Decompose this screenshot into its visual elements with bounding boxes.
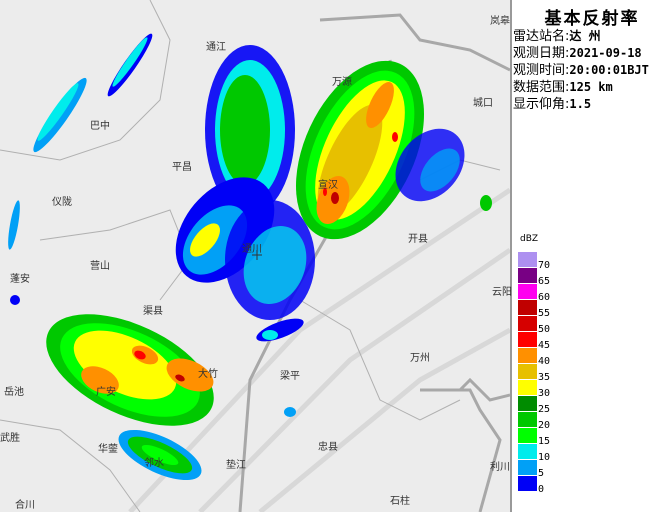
legend-label: 30 xyxy=(538,388,551,399)
place-label: 合川 xyxy=(15,500,35,511)
legend-label: 70 xyxy=(538,260,551,271)
info-value: 125 km xyxy=(569,80,613,94)
place-label: 大竹 xyxy=(198,369,218,380)
legend-swatch xyxy=(518,300,537,315)
legend-swatch xyxy=(518,284,537,299)
info-row: 显示仰角:1.5 xyxy=(513,96,591,113)
echo-cell xyxy=(134,350,146,360)
product-title: 基本反射率 xyxy=(544,9,640,29)
info-row: 观测日期:2021-09-18 xyxy=(513,45,642,62)
echo-cell xyxy=(284,407,296,417)
info-label: 雷达站名: xyxy=(513,29,570,44)
legend-swatch xyxy=(518,364,537,379)
legend-swatch xyxy=(518,380,537,395)
place-label: 开县 xyxy=(408,234,428,245)
place-label: 广安 xyxy=(96,387,116,398)
legend-swatch xyxy=(518,316,537,331)
legend-unit: dBZ xyxy=(520,234,539,244)
echo-cell xyxy=(8,200,20,250)
legend-swatch xyxy=(518,444,537,459)
info-label: 观测日期: xyxy=(513,46,570,61)
boundaries xyxy=(0,0,501,512)
place-label: 石柱 xyxy=(390,496,410,507)
place-label: 仪陇 xyxy=(52,197,72,208)
place-label: 华蓥 xyxy=(98,444,118,455)
echo-cell xyxy=(190,223,220,257)
info-value: 2021-09-18 xyxy=(569,46,642,60)
place-label: 巴中 xyxy=(90,121,110,132)
echo-cell xyxy=(112,37,148,87)
info-value: 达 州 xyxy=(569,29,601,43)
legend-swatch xyxy=(518,476,537,491)
echo-cell xyxy=(81,366,119,394)
info-label: 观测时间: xyxy=(513,63,570,78)
legend-swatch xyxy=(518,348,537,363)
legend-swatch xyxy=(518,268,537,283)
legend-swatch xyxy=(518,428,537,443)
echo-cell xyxy=(366,81,394,129)
legend-swatch xyxy=(518,460,537,475)
place-label: 武胜 xyxy=(0,433,20,444)
place-label: 营山 xyxy=(90,261,110,272)
place-label: 万州 xyxy=(410,353,430,364)
place-label: 万源 xyxy=(332,77,352,88)
legend-label: 10 xyxy=(538,452,551,463)
info-row: 数据范围:125 km xyxy=(513,79,613,96)
legend-swatch xyxy=(518,412,537,427)
place-label: 利川 xyxy=(490,462,510,473)
place-label: 垫江 xyxy=(226,460,246,471)
place-label: 蓬安 xyxy=(10,274,30,285)
legend-label: 55 xyxy=(538,308,551,319)
info-row: 观测时间:20:00:01BJT xyxy=(513,62,649,79)
place-label: 平昌 xyxy=(172,162,192,173)
legend-label: 50 xyxy=(538,324,551,335)
legend-swatch xyxy=(518,332,537,347)
echo-cell xyxy=(323,188,327,196)
place-label: 通江 xyxy=(206,42,226,53)
place-label: 岚皋 xyxy=(490,16,510,27)
echo-cell xyxy=(480,195,492,211)
echo-cell xyxy=(262,330,278,340)
place-label: 渠县 xyxy=(143,306,163,317)
legend-label: 35 xyxy=(538,372,551,383)
place-label: 通川 xyxy=(242,244,262,255)
legend-label: 15 xyxy=(538,436,551,447)
echo-cell xyxy=(420,148,460,192)
echo-cell xyxy=(10,295,20,305)
place-label: 邻水 xyxy=(144,458,164,469)
place-label: 云阳 xyxy=(492,287,512,298)
legend-label: 45 xyxy=(538,340,551,351)
place-label: 城口 xyxy=(473,98,493,109)
legend-label: 20 xyxy=(538,420,551,431)
info-value: 20:00:01BJT xyxy=(569,63,649,77)
info-value: 1.5 xyxy=(569,97,592,111)
info-label: 显示仰角: xyxy=(513,97,570,112)
legend-swatch xyxy=(518,396,537,411)
radar-map[interactable]: 通江巴中平昌仪陇营山蓬安 通川 万源宣汉开县 城口 岚皋渠县岳池 广安 大竹武胜华蓥邻水 垫江… xyxy=(0,0,512,512)
echo-cell xyxy=(392,132,398,142)
place-label: 岳池 xyxy=(4,387,24,398)
place-label: 梁平 xyxy=(280,371,300,382)
legend-label: 5 xyxy=(538,468,545,479)
legend-label: 40 xyxy=(538,356,551,367)
info-panel: 基本反射率 雷达站名:达 州观测日期:2021-09-18 观测时间:20:00:… xyxy=(512,0,672,512)
echo-cell xyxy=(141,444,179,466)
echo-cell xyxy=(220,75,270,185)
info-row: 雷达站名:达 州 xyxy=(513,28,601,45)
legend-label: 60 xyxy=(538,292,551,303)
legend-label: 0 xyxy=(538,484,545,495)
legend-label: 25 xyxy=(538,404,551,415)
info-label: 数据范围: xyxy=(513,80,570,95)
legend-label: 65 xyxy=(538,276,551,287)
echo-cell xyxy=(37,83,79,141)
place-label: 忠县 xyxy=(318,442,338,453)
echo-cell xyxy=(331,192,339,204)
radar-center-icon xyxy=(252,250,262,260)
echo-cell xyxy=(243,226,307,304)
place-label: 宣汉 xyxy=(318,180,338,191)
legend-swatch xyxy=(518,252,537,267)
echo-cell xyxy=(175,374,185,382)
radar-echo-layer xyxy=(0,0,510,512)
echo-cell xyxy=(166,358,214,392)
